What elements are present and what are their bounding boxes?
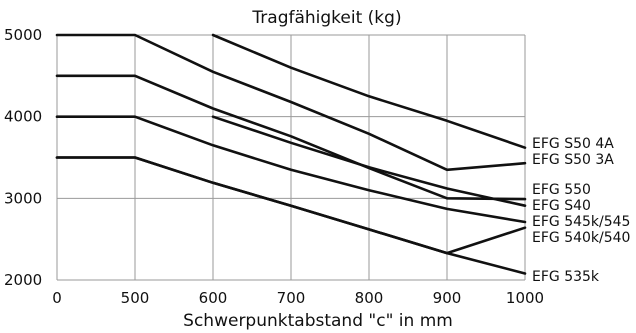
series-line-4	[211, 115, 527, 207]
x-tick-label: 500	[121, 289, 150, 307]
series-label: EFG S50 4A	[532, 136, 614, 152]
y-tick-labels: 2000 3000 4000 5000	[4, 26, 42, 289]
y-tick-label: 3000	[4, 189, 42, 207]
x-tick-label: 0	[52, 289, 62, 307]
series-label: EFG 550	[532, 182, 591, 198]
x-tick-label: 1000	[506, 289, 544, 307]
y-tick-label: 4000	[4, 108, 42, 126]
series-label: EFG 545k/545	[532, 214, 630, 230]
series-label: EFG 535k	[532, 269, 600, 285]
x-axis-label: Schwerpunktabstand "c" in mm	[183, 311, 453, 331]
series-line-7	[55, 156, 527, 275]
series-line-1	[211, 33, 527, 149]
y-tick-label: 2000	[4, 271, 42, 289]
series-line-5	[55, 115, 527, 224]
y-tick-label: 5000	[4, 26, 42, 44]
series-label: EFG S40	[532, 198, 591, 214]
series-line-3	[55, 74, 527, 201]
x-tick-label: 600	[199, 289, 228, 307]
x-tick-label: 700	[277, 289, 306, 307]
series-line-2	[55, 33, 527, 172]
series-lines	[55, 33, 527, 275]
x-tick-label: 800	[355, 289, 384, 307]
x-tick-label: 900	[433, 289, 462, 307]
chart-title: Tragfähigkeit (kg)	[251, 8, 401, 28]
series-label: EFG 540k/540	[532, 230, 630, 246]
series-label: EFG S50 3A	[532, 152, 614, 168]
x-tick-labels: 0 500 600 700 800 900 1000	[52, 289, 544, 307]
